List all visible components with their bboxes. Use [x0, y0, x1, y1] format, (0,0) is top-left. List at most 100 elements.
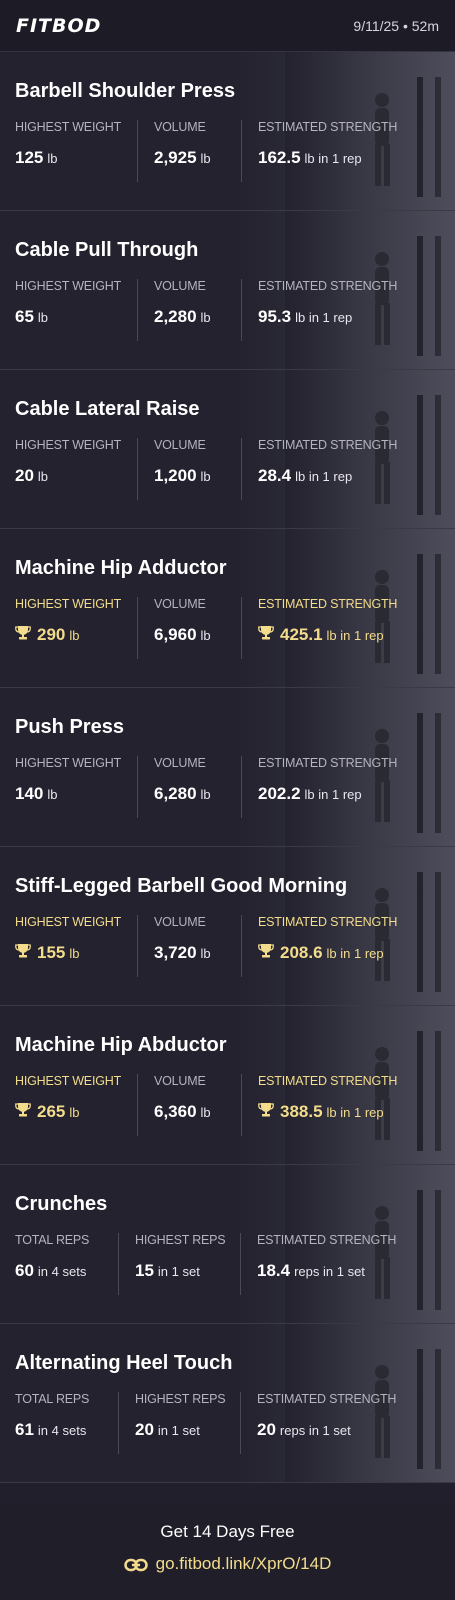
exercise-card[interactable]: Machine Hip Adductor HIGHEST WEIGHT 290 lb V…: [0, 529, 455, 688]
stat-unit: lb: [200, 1105, 211, 1120]
stat-primary: HIGHEST WEIGHT 265 lb: [0, 1074, 137, 1136]
stat-value: 202.2 lb in 1 rep: [258, 784, 455, 804]
exercise-card[interactable]: Cable Pull Through HIGHEST WEIGHT 65 lb VOLU…: [0, 211, 455, 370]
exercise-card[interactable]: Cable Lateral Raise HIGHEST WEIGHT 20 lb VOL…: [0, 370, 455, 529]
stat-unit: lb: [37, 310, 49, 325]
trophy-icon: [15, 1103, 31, 1117]
stat-unit: lb: [200, 469, 211, 484]
stat-unit: lb: [200, 628, 211, 643]
stat-unit: lb: [69, 946, 80, 961]
stat-value: 6,960 lb: [154, 625, 241, 645]
promo-link[interactable]: go.fitbod.link/XprO/14D: [0, 1554, 455, 1574]
stat-number: 3,720: [154, 943, 197, 962]
stat-number: 20: [15, 466, 34, 485]
stat-unit: lb in 1 rep: [326, 946, 384, 961]
fitbod-logo: FITBOD: [16, 14, 102, 37]
stat-value: 61 in 4 sets: [15, 1420, 118, 1440]
stat-label: HIGHEST WEIGHT: [15, 279, 122, 293]
stat-primary: HIGHEST WEIGHT 65 lb: [0, 279, 137, 341]
stat-label: HIGHEST WEIGHT: [15, 438, 122, 452]
stat-value: 162.5 lb in 1 rep: [258, 148, 455, 168]
exercise-card[interactable]: Crunches TOTAL REPS 60 in 4 sets HIGHEST REP…: [0, 1165, 455, 1324]
exercise-card[interactable]: Push Press HIGHEST WEIGHT 140 lb VOLUME 6,280…: [0, 688, 455, 847]
stat-number: 65: [15, 307, 34, 326]
stat-unit: lb: [200, 946, 211, 961]
stat-primary: HIGHEST WEIGHT 125 lb: [0, 120, 137, 182]
stat-primary: TOTAL REPS 61 in 4 sets: [0, 1392, 118, 1454]
stat-primary: TOTAL REPS 60 in 4 sets: [0, 1233, 118, 1295]
exercise-list: Barbell Shoulder Press HIGHEST WEIGHT 125 l…: [0, 52, 455, 1483]
footer: Get 14 Days Free go.fitbod.link/XprO/14D: [0, 1503, 455, 1600]
stat-value: 1,200 lb: [154, 466, 241, 486]
exercise-name: Alternating Heel Touch: [15, 1352, 233, 1374]
stat-unit: in 4 sets: [37, 1264, 87, 1279]
exercise-photo: [285, 847, 455, 1005]
stat-value: 18.4 reps in 1 set: [257, 1261, 455, 1281]
stat-number: 6,960: [154, 625, 197, 644]
stat-label: VOLUME: [154, 756, 206, 770]
stat-value: 20 lb: [15, 466, 137, 486]
exercise-photo: [285, 52, 455, 210]
stat-unit: lb in 1 rep: [295, 469, 353, 484]
stat-estimated-strength: ESTIMATED STRENGTH 425.1 lb in 1 rep: [241, 597, 455, 659]
stat-number: 18.4: [257, 1261, 291, 1280]
exercise-card[interactable]: Stiff-Legged Barbell Good Morning HIGHEST…: [0, 847, 455, 1006]
exercise-stats: HIGHEST WEIGHT 290 lb VOLUME 6,960 lb ESTIMATE…: [0, 597, 455, 659]
stat-label: ESTIMATED STRENGTH: [258, 597, 398, 611]
stat-unit: reps in 1 set: [294, 1264, 365, 1279]
stat-label: VOLUME: [154, 597, 206, 611]
stat-value: 65 lb: [15, 307, 137, 327]
stat-unit: lb in 1 rep: [304, 151, 362, 166]
stat-estimated-strength: ESTIMATED STRENGTH 28.4 lb in 1 rep: [241, 438, 455, 500]
stat-number: 140: [15, 784, 44, 803]
stat-estimated-strength: ESTIMATED STRENGTH 18.4 reps in 1 set: [240, 1233, 455, 1295]
stat-label: VOLUME: [154, 120, 206, 134]
stat-estimated-strength: ESTIMATED STRENGTH 20 reps in 1 set: [240, 1392, 455, 1454]
exercise-card[interactable]: Machine Hip Abductor HIGHEST WEIGHT 265 lb V…: [0, 1006, 455, 1165]
exercise-stats: HIGHEST WEIGHT 20 lb VOLUME 1,200 lb ESTIMATED…: [0, 438, 455, 500]
trophy-icon: [258, 1103, 274, 1117]
exercise-name: Barbell Shoulder Press: [15, 80, 236, 102]
exercise-photo: [285, 1006, 455, 1164]
stat-primary: HIGHEST WEIGHT 290 lb: [0, 597, 137, 659]
exercise-photo: [285, 370, 455, 528]
stat-label: HIGHEST WEIGHT: [15, 756, 122, 770]
stat-unit: lb: [69, 1105, 80, 1120]
trophy-icon: [15, 944, 31, 958]
exercise-card[interactable]: Barbell Shoulder Press HIGHEST WEIGHT 125 l…: [0, 52, 455, 211]
stat-unit: in 1 set: [157, 1423, 200, 1438]
stat-label: HIGHEST REPS: [135, 1233, 226, 1247]
stat-value: 125 lb: [15, 148, 137, 168]
stat-label: VOLUME: [154, 1074, 206, 1088]
exercise-card[interactable]: Alternating Heel Touch TOTAL REPS 61 in 4 s…: [0, 1324, 455, 1483]
stat-value: 155 lb: [15, 943, 137, 963]
stat-number: 162.5: [258, 148, 301, 167]
stat-value: 20 in 1 set: [135, 1420, 240, 1440]
stat-value: 6,360 lb: [154, 1102, 241, 1122]
stat-label: HIGHEST WEIGHT: [15, 597, 122, 611]
stat-number: 1,200: [154, 466, 197, 485]
exercise-stats: TOTAL REPS 61 in 4 sets HIGHEST REPS 20 in 1 …: [0, 1392, 455, 1454]
exercise-stats: TOTAL REPS 60 in 4 sets HIGHEST REPS 15 in 1 …: [0, 1233, 455, 1295]
stat-secondary: VOLUME 1,200 lb: [137, 438, 241, 500]
stat-number: 61: [15, 1420, 34, 1439]
stat-number: 125: [15, 148, 44, 167]
stat-secondary: HIGHEST REPS 15 in 1 set: [118, 1233, 240, 1295]
exercise-name: Push Press: [15, 716, 124, 738]
stat-number: 290: [37, 625, 66, 644]
stat-label: VOLUME: [154, 915, 206, 929]
stat-value: 2,280 lb: [154, 307, 241, 327]
stat-unit: lb in 1 rep: [295, 310, 353, 325]
stat-label: HIGHEST WEIGHT: [15, 120, 122, 134]
stat-number: 425.1: [280, 625, 323, 644]
stat-label: ESTIMATED STRENGTH: [258, 915, 398, 929]
stat-unit: lb: [200, 310, 211, 325]
stat-label: TOTAL REPS: [15, 1233, 90, 1247]
stat-secondary: VOLUME 3,720 lb: [137, 915, 241, 977]
exercise-photo: [285, 1165, 455, 1323]
stat-unit: lb: [47, 151, 58, 166]
stat-secondary: VOLUME 6,280 lb: [137, 756, 241, 818]
trophy-icon: [258, 626, 274, 640]
stat-estimated-strength: ESTIMATED STRENGTH 95.3 lb in 1 rep: [241, 279, 455, 341]
stat-primary: HIGHEST WEIGHT 155 lb: [0, 915, 137, 977]
